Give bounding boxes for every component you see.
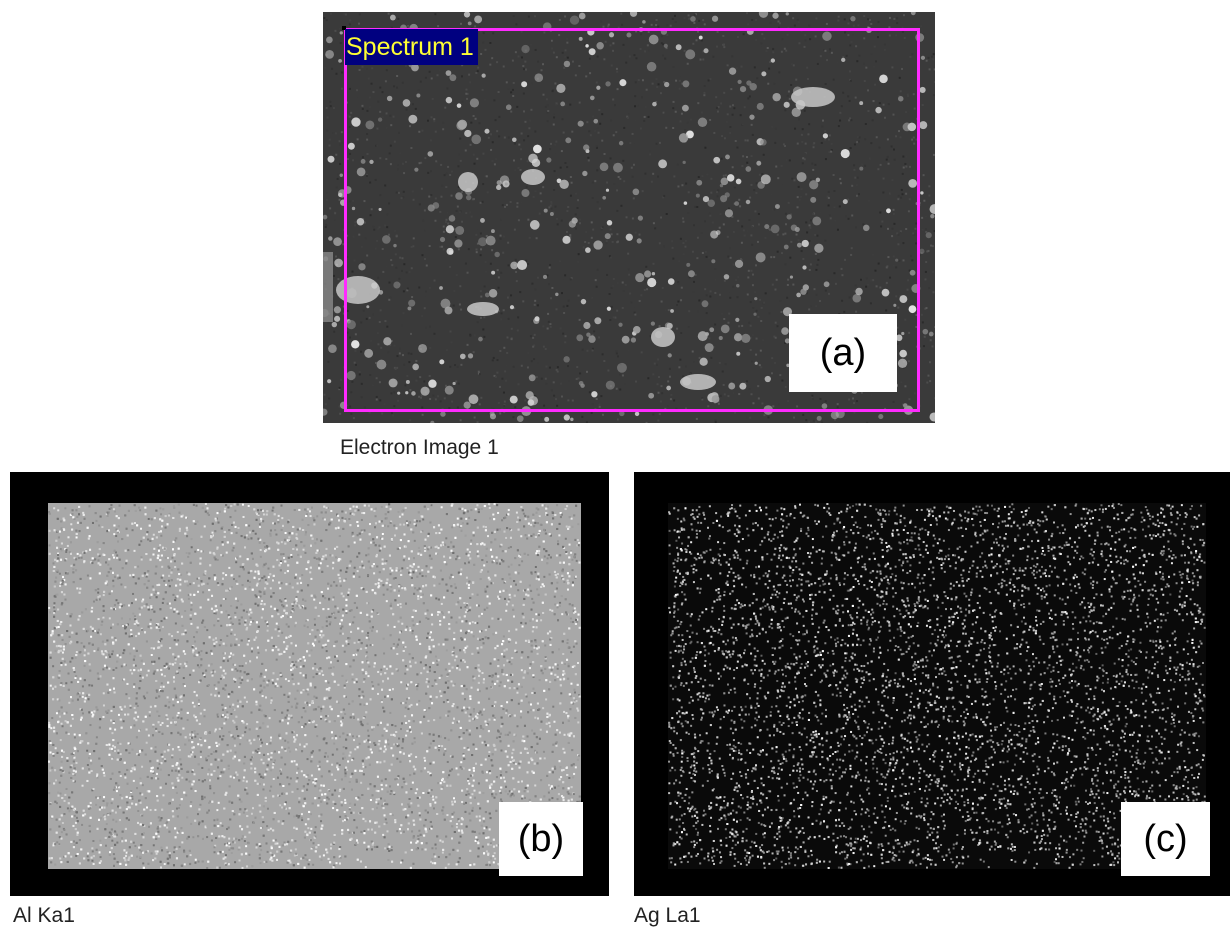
region-corner-handle[interactable] xyxy=(342,26,346,30)
ag-map-caption: Ag La1 xyxy=(634,904,701,927)
electron-image-caption: Electron Image 1 xyxy=(340,436,499,459)
al-map-caption: Al Ka1 xyxy=(13,904,75,927)
spectrum-region-outline[interactable] xyxy=(344,28,920,412)
ag-element-map xyxy=(634,472,1230,896)
al-map-panel: (b) xyxy=(10,472,609,896)
electron-image-panel: Spectrum 1 (a) xyxy=(323,12,935,423)
electron-image xyxy=(323,12,935,423)
spectrum-label: Spectrum 1 xyxy=(345,29,478,65)
panel-a-letter: (a) xyxy=(789,314,897,392)
panel-c-letter: (c) xyxy=(1121,802,1210,876)
ag-map-panel: (c) xyxy=(634,472,1230,896)
panel-b-letter: (b) xyxy=(499,802,583,876)
